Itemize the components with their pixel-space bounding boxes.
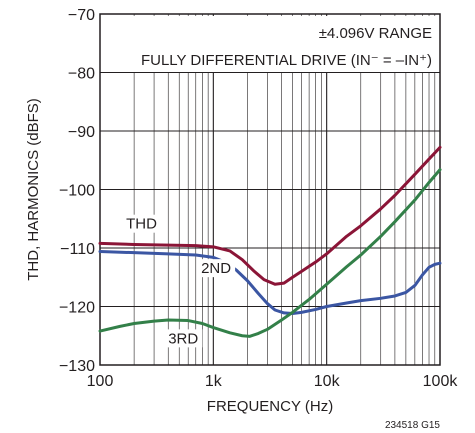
series-line-3rd [98,168,442,338]
series-label-bg [197,259,236,278]
annotation-background [117,16,438,72]
y-axis-label: THD, HARMONICS (dBFS) [25,98,42,281]
series-label-3rd: 3RD [168,330,198,347]
series-label-thd: THD [126,216,157,233]
data-series [98,145,442,338]
plot-frame [99,13,441,366]
axis-ticks: 100 1k 10k 100k −70 −80 −90 −100 −110 −120 −130 [59,7,458,390]
x-axis-label: FREQUENCY (Hz) [207,398,333,415]
series-line-thd [98,145,442,286]
x-tick-label: 100k [423,373,459,390]
y-tick-label: −110 [60,241,95,258]
series-label-bg [164,329,203,348]
y-tick-label: −70 [68,7,95,24]
series-line-2nd [98,250,442,316]
series-labels: THD 2ND 3RD [122,214,236,348]
figure-code: 234518 G15 [385,420,440,431]
x-tick-label: 1k [205,373,223,390]
y-tick-label: −90 [68,124,95,141]
y-tick-label: −130 [59,358,95,375]
x-tick-label: 100 [87,373,114,390]
y-tick-label: −100 [59,183,95,200]
series-label-bg [122,214,161,233]
x-tick-label: 10k [314,373,341,390]
y-tick-label: −80 [68,66,95,83]
annotation-range: ±4.096V RANGE [319,25,432,42]
annotation-drive: FULLY DIFFERENTIAL DRIVE (IN⁻ = –IN⁺) [141,52,432,69]
y-tick-label: −120 [59,300,95,317]
series-label-2nd: 2ND [201,260,231,277]
